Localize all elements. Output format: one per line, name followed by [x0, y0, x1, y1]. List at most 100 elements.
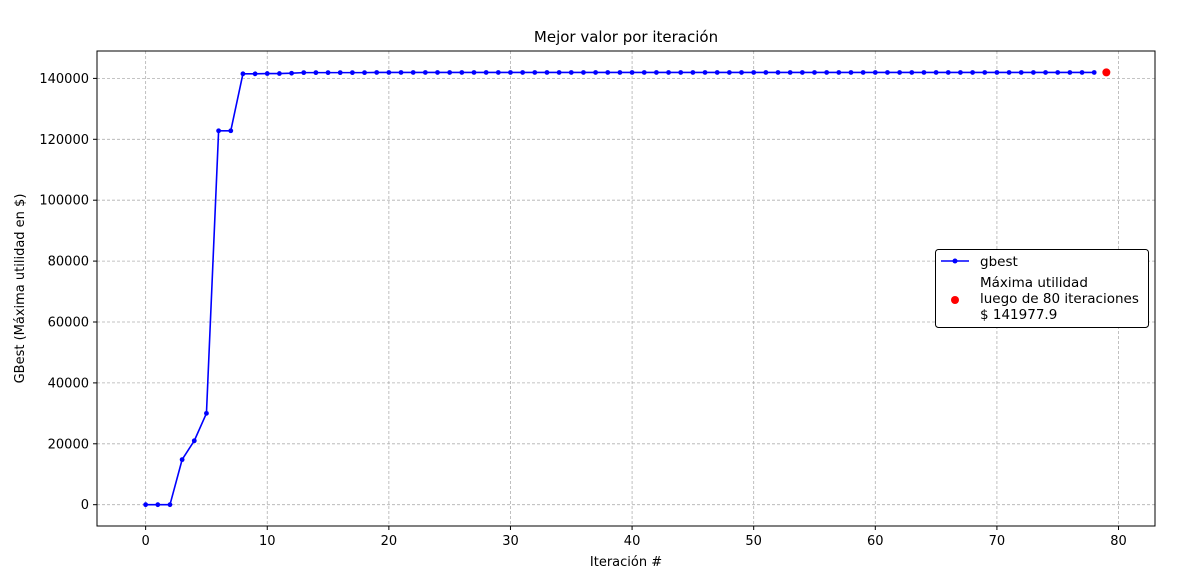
data-point: [836, 70, 842, 75]
data-point: [714, 70, 720, 75]
data-point: [909, 70, 915, 75]
data-point: [775, 70, 781, 75]
data-point: [763, 70, 769, 75]
data-point: [447, 70, 453, 75]
data-point: [666, 70, 671, 75]
data-point: [325, 70, 331, 76]
data-point: [739, 70, 744, 75]
x-tick-label: 60: [867, 534, 884, 549]
data-point: [264, 71, 270, 76]
data-point: [167, 502, 173, 508]
y-tick-label: 20000: [48, 437, 89, 452]
data-point: [313, 70, 319, 76]
x-tick-label: 20: [381, 534, 398, 549]
data-point: [386, 70, 392, 75]
data-point: [483, 70, 489, 75]
data-point: [471, 70, 477, 75]
data-point: [885, 70, 890, 75]
data-point: [690, 70, 696, 75]
data-point: [289, 70, 294, 76]
data-point: [641, 70, 647, 75]
data-point: [349, 70, 355, 76]
data-point: [1030, 70, 1036, 75]
legend-highlight-label-line-1: Máxima utilidad: [980, 275, 1088, 291]
legend-highlight-label-line-2: luego de 80 iteraciones: [980, 291, 1139, 307]
data-point: [872, 70, 878, 75]
plot-frame: [96, 50, 1156, 527]
data-point: [556, 70, 562, 75]
data-point: [982, 70, 988, 75]
data-point: [337, 70, 343, 76]
data-point: [824, 70, 830, 75]
data-point: [1067, 70, 1073, 75]
data-point: [629, 70, 635, 75]
legend-dot-icon: [951, 296, 959, 304]
legend-highlight-label-line-3: $ 141977.9: [980, 307, 1057, 323]
data-point: [374, 70, 380, 75]
data-point: [1079, 70, 1085, 75]
data-point: [252, 71, 258, 77]
data-point: [945, 70, 951, 75]
ticks-layer: 0 10 20 30 40 50 60 70 80 0 20000 40000 60000 80000 10…: [39, 72, 1126, 549]
data-point: [933, 70, 939, 75]
data-point: [143, 502, 149, 508]
data-point: [581, 70, 586, 75]
data-point: [593, 70, 598, 75]
data-point: [191, 438, 197, 444]
x-tick-label: 30: [502, 534, 519, 549]
y-tick-label: 80000: [48, 255, 89, 270]
max-utility-point: [1102, 68, 1111, 77]
x-tick-label: 10: [259, 534, 276, 549]
data-point: [678, 70, 684, 75]
data-point: [410, 70, 416, 75]
data-point: [1055, 70, 1061, 75]
data-point: [1043, 70, 1048, 75]
legend: gbest Máxima utilidad luego de 80 iterac…: [935, 249, 1149, 328]
data-point: [897, 70, 903, 75]
y-tick-label: 120000: [39, 133, 89, 148]
data-point: [179, 457, 185, 463]
series-layer: [143, 68, 1111, 508]
data-point: [921, 70, 927, 75]
data-point: [812, 70, 817, 75]
data-point: [508, 70, 513, 75]
data-point: [532, 70, 538, 75]
y-tick-label: 40000: [48, 376, 89, 391]
x-tick-label: 70: [989, 534, 1006, 549]
data-point: [726, 70, 732, 75]
data-point: [398, 70, 404, 75]
data-point: [568, 70, 574, 75]
data-point: [799, 70, 805, 75]
data-point: [617, 70, 623, 75]
legend-series-label: gbest: [980, 254, 1018, 270]
data-point: [155, 502, 161, 508]
data-point: [422, 70, 428, 75]
data-point: [1091, 70, 1097, 75]
data-point: [459, 70, 465, 75]
y-tick-label: 100000: [39, 194, 89, 209]
x-tick-label: 50: [745, 534, 762, 549]
data-point: [228, 128, 234, 134]
data-point: [751, 70, 757, 75]
chart-title: Mejor valor por iteración: [534, 28, 718, 46]
data-point: [204, 410, 209, 416]
data-point: [970, 70, 975, 75]
data-point: [435, 70, 440, 75]
legend-line-marker-icon: [952, 258, 958, 264]
data-point: [994, 70, 1000, 75]
data-point: [544, 70, 550, 75]
data-point: [277, 71, 282, 76]
data-point: [1006, 70, 1012, 75]
data-point: [520, 70, 526, 75]
data-point: [605, 70, 611, 75]
data-point: [240, 71, 246, 77]
x-axis-title: Iteración #: [590, 555, 662, 570]
data-point: [787, 70, 793, 75]
legend-box: [935, 249, 1149, 328]
y-tick-label: 60000: [48, 315, 89, 330]
data-point: [702, 70, 708, 75]
data-point: [1018, 70, 1024, 75]
data-point: [216, 128, 222, 134]
data-point: [654, 70, 659, 75]
